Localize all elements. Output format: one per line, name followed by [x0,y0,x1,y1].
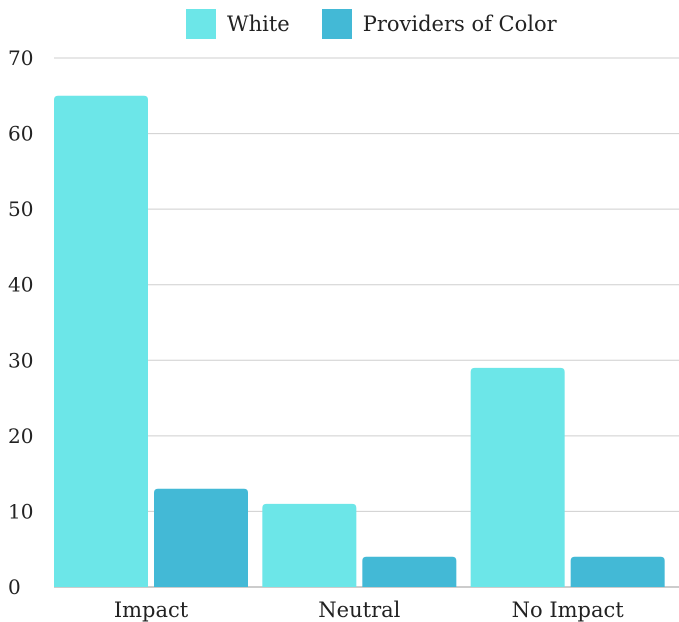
y-tick-label: 40 [8,273,33,297]
y-tick-label: 0 [8,575,21,599]
y-tick-label: 60 [8,122,33,146]
legend-item-providers-of-color: Providers of Color [321,9,557,39]
bars [54,95,665,588]
bar-white-neutral [262,503,357,587]
bar-providers-of-color-neutral [362,556,457,587]
legend-label-white: White [227,12,290,36]
legend-label-providers-of-color: Providers of Color [362,12,557,36]
legend-swatch-white [186,9,216,39]
x-tick-label: Impact [114,598,189,622]
bar-white-no-impact [470,367,565,587]
x-tick-label: Neutral [318,598,400,622]
x-axis: Impact Neutral No Impact [114,598,624,622]
y-tick-label: 20 [8,424,33,448]
y-tick-label: 50 [8,197,33,221]
y-tick-label: 30 [8,348,33,372]
y-axis: 0 10 20 30 40 50 60 70 [8,46,33,599]
legend-swatch-providers-of-color [321,9,352,39]
bar-white-impact [54,95,148,588]
legend-item-white: White [186,9,290,39]
x-tick-label: No Impact [512,598,625,622]
bar-providers-of-color-impact [154,488,248,587]
y-tick-label: 70 [8,46,33,70]
y-tick-label: 10 [8,499,33,523]
chart-legend: White Providers of Color [186,9,589,39]
bar-providers-of-color-no-impact [570,556,665,587]
